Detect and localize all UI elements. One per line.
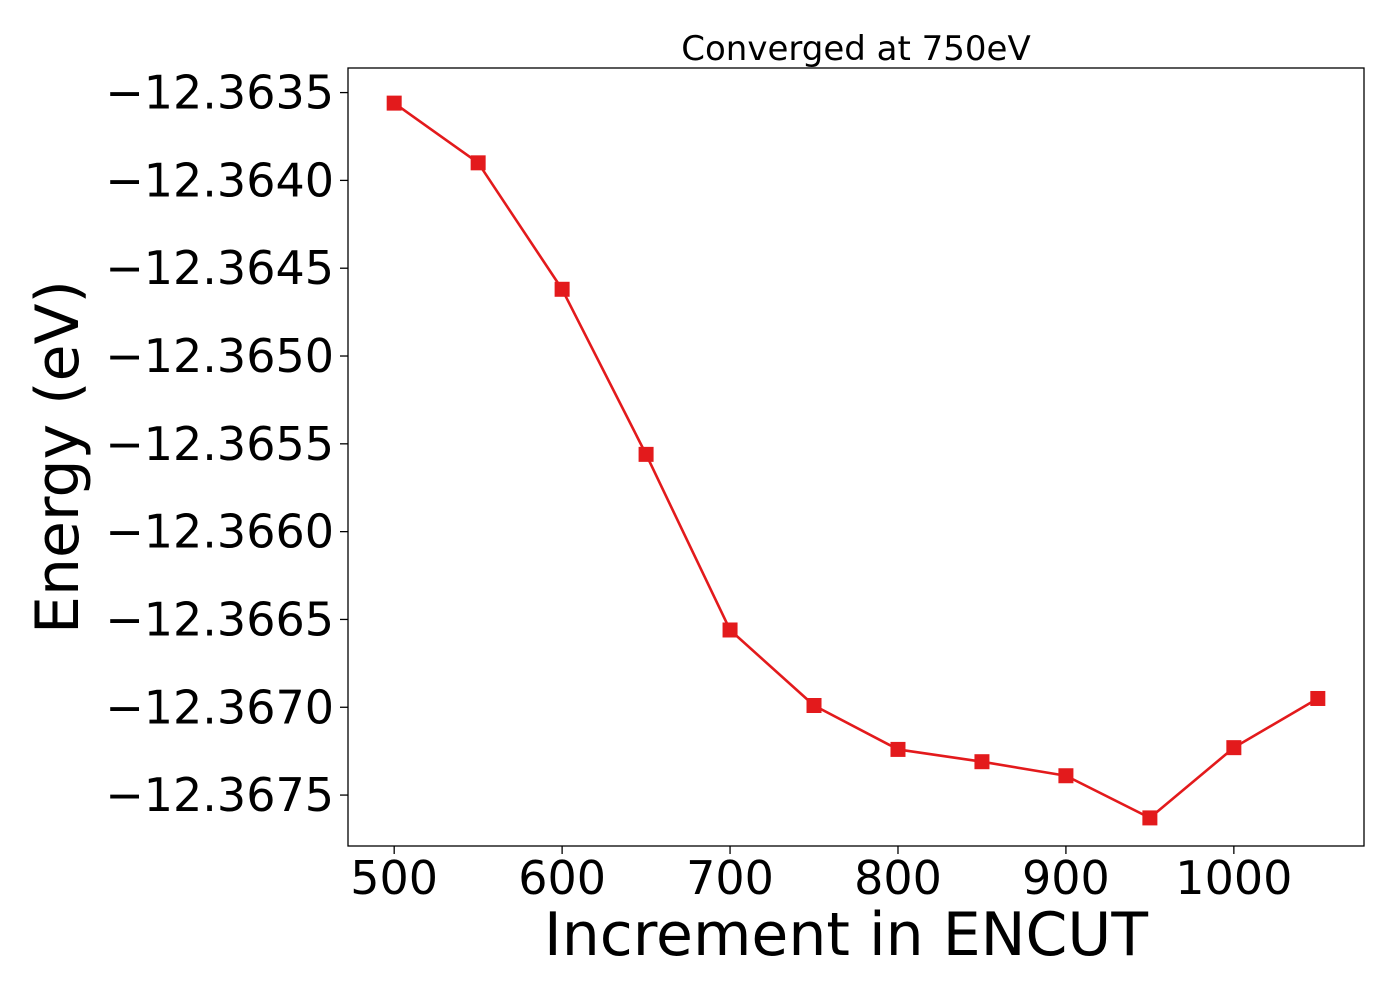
x-tick-label: 1000 (1175, 851, 1292, 905)
x-axis-label: Increment in ENCUT (544, 900, 1148, 970)
y-tick-label: −12.3635 (105, 66, 334, 120)
data-point (470, 155, 486, 171)
x-tick-label: 800 (854, 851, 942, 905)
x-tick-label: 600 (518, 851, 606, 905)
data-point (890, 741, 906, 757)
y-tick-label: −12.3640 (105, 153, 334, 207)
y-tick-label: −12.3655 (105, 417, 334, 471)
plot-frame (347, 67, 1365, 847)
data-point (1226, 740, 1242, 756)
data-point (1310, 690, 1326, 706)
data-point (806, 698, 822, 714)
y-tick-label: −12.3675 (105, 768, 334, 822)
y-tick-label: −12.3650 (105, 329, 334, 383)
chart-title: Converged at 750eV (681, 29, 1030, 69)
x-tick-label: 700 (686, 851, 774, 905)
data-point (1058, 768, 1074, 784)
x-tick-label: 500 (350, 851, 438, 905)
y-tick-label: −12.3670 (105, 680, 334, 734)
y-tick-label: −12.3665 (105, 592, 334, 646)
y-tick-label: −12.3660 (105, 505, 334, 559)
y-axis-label: Energy (eV) (23, 280, 93, 634)
y-axis-ticks: −12.3635 −12.3640 −12.3645 −12.3650 −12.3655… (105, 66, 348, 822)
data-point (554, 281, 570, 297)
series-line (393, 102, 1319, 820)
data-point (1142, 810, 1158, 826)
data-point (638, 446, 654, 462)
series-layer (386, 95, 1326, 826)
data-point (722, 622, 738, 638)
x-axis-ticks: 500 600 700 800 900 1000 (350, 846, 1292, 905)
data-point (386, 95, 402, 111)
data-point (974, 754, 990, 770)
x-tick-label: 900 (1022, 851, 1110, 905)
y-tick-label: −12.3645 (105, 241, 334, 295)
